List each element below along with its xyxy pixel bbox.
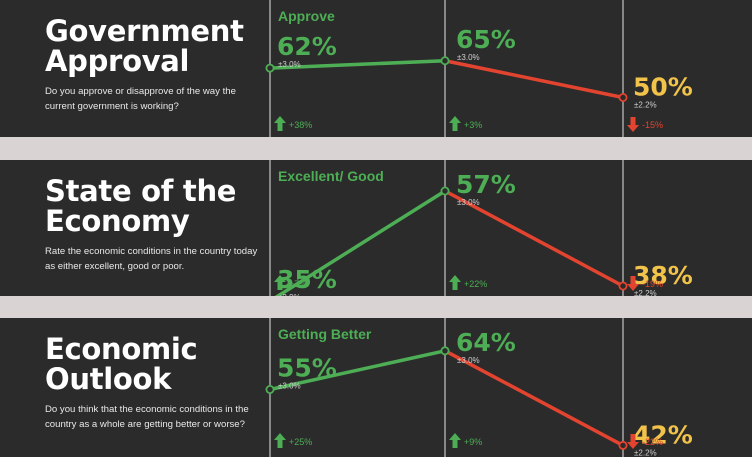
data-point <box>440 346 450 356</box>
data-point <box>618 93 628 103</box>
panel-state-of-economy: Excellent/ Good 35%±2.9% 57%±3.0% 38%±2.2% +… <box>0 160 752 296</box>
panel-title: State of the Economy <box>45 174 237 238</box>
change-label: +3% <box>464 120 482 130</box>
change-label: -19% <box>642 279 663 289</box>
panel-economic-outlook: Getting Better 55% ±3.0% 64% ±3.0% 42% ±2.2% +2… <box>0 318 752 457</box>
data-point <box>265 385 275 395</box>
change-label: -15% <box>642 120 663 130</box>
data-point <box>440 56 450 66</box>
panel-title: Government Approval <box>45 14 244 78</box>
margin-of-error: ±2.2% <box>634 101 657 110</box>
value-label: 57% <box>456 170 516 199</box>
margin-of-error: ±3.0% <box>457 356 480 365</box>
value-label: 42% <box>633 420 693 449</box>
change-label: -22% <box>642 437 663 447</box>
margin-of-error: ±2.2% <box>634 289 657 296</box>
arrow-up-icon <box>274 116 286 131</box>
arrow-up-icon <box>449 116 461 131</box>
line-segment-up <box>268 349 447 392</box>
chart-economic-outlook: Getting Better55%±3.0%64%±3.0%42%±2.2%+2… <box>265 318 693 457</box>
arrow-up-icon <box>274 275 286 290</box>
change-label: +25% <box>289 437 312 447</box>
arrow-down-icon <box>627 117 639 132</box>
margin-of-error: ±3.0% <box>278 60 301 69</box>
value-label: 65% <box>456 25 516 54</box>
line-segment-up <box>274 189 447 296</box>
data-point <box>618 440 628 450</box>
data-point <box>618 281 628 291</box>
value-label: 50% <box>633 73 693 102</box>
line-segment-down <box>443 189 625 288</box>
margin-of-error: ±2.2% <box>634 448 657 457</box>
line-segment-up <box>268 59 447 70</box>
change-label: +9% <box>464 437 482 447</box>
arrow-up-icon <box>449 275 461 290</box>
line-segment-down <box>443 349 625 448</box>
panel-question: Do you think that the economic condition… <box>45 404 249 430</box>
change-label: +22% <box>464 279 487 289</box>
chart-state-of-economy: Excellent/ Good 35%±2.9% 57%±3.0% 38%±2.2% +… <box>269 160 693 296</box>
arrow-up-icon <box>274 433 286 448</box>
value-label: 64% <box>456 328 516 357</box>
line-segment-down <box>443 59 625 100</box>
margin-of-error: ±2.9% <box>278 293 301 296</box>
series-label: Approve <box>278 8 335 24</box>
value-label: 35% <box>277 265 337 294</box>
arrow-up-icon <box>449 433 461 448</box>
value-label: 62% <box>277 32 337 61</box>
arrow-down-icon <box>627 276 639 291</box>
value-label: 38% <box>633 261 693 290</box>
change-label: +7% <box>289 279 307 289</box>
data-point <box>440 186 450 196</box>
panel-question: Do you approve or disapprove of the way … <box>45 86 236 112</box>
margin-of-error: ±3.0% <box>457 53 480 62</box>
series-label: Getting Better <box>278 326 372 342</box>
margin-of-error: ±3.0% <box>278 382 301 391</box>
arrow-down-icon <box>627 434 639 449</box>
data-point <box>265 63 275 73</box>
panel-title: Economic Outlook <box>45 332 198 396</box>
value-label: 55% <box>277 354 337 383</box>
panel-government-approval: Approve 62% ±3.0% 65% ±3.0% 50% ±2.2% +38% +3% -1… <box>0 0 752 137</box>
panel-question: Rate the economic conditions in the coun… <box>45 246 258 272</box>
margin-of-error: ±3.0% <box>457 198 480 207</box>
series-label: Excellent/ Good <box>278 168 384 184</box>
change-label: +38% <box>289 120 312 130</box>
